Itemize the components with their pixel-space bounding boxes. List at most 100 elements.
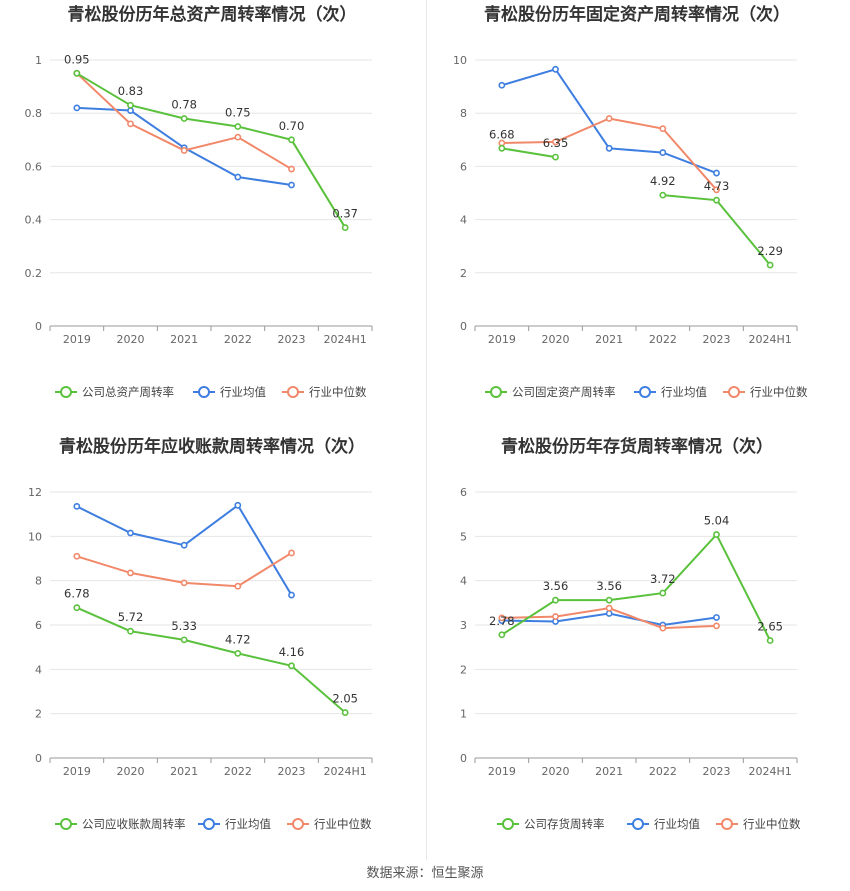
receivables-turnover-chart: 青松股份历年应收账款周转率情况（次） 0 2 4 6 8 10 12 2019 2020 2021 2…: [0, 432, 425, 862]
industry-average-point: [127, 529, 134, 537]
y-tick-label: 0.6: [25, 160, 43, 173]
legend-swatch-marker: [728, 386, 740, 398]
chart-svg: 青松股份历年总资产周转率情况（次） 0 0.2 0.4 0.6 0.8 1 2019 2020 2…: [25, 4, 373, 399]
y-tick-label: 4: [460, 575, 467, 588]
data-label: 2.78: [489, 614, 515, 628]
company-series-line: [662, 194, 771, 266]
legend-item-industry-median[interactable]: 行业中位数: [723, 385, 808, 399]
data-label: 4.72: [225, 632, 251, 646]
x-tick-label: 2019: [63, 333, 91, 346]
company-point: [341, 709, 349, 716]
x-tick-label: 2021: [595, 333, 623, 346]
y-tick-label: 0.2: [25, 267, 43, 280]
x-tick-label: 2023: [703, 765, 731, 778]
y-tick-label: 12: [28, 486, 42, 499]
y-tick-label: 4: [35, 663, 42, 676]
legend-item-company[interactable]: 公司存货周转率: [497, 817, 605, 831]
company-point: [552, 153, 559, 161]
data-label: 0.78: [171, 98, 197, 112]
industry-average-point: [713, 614, 720, 621]
legend-label: 公司总资产周转率: [82, 385, 174, 399]
data-label: 0.95: [64, 52, 90, 66]
legend-label: 行业均值: [654, 817, 700, 831]
industry-average-point: [73, 104, 81, 112]
x-tick-label: 2023: [278, 333, 306, 346]
data-label: 2.05: [332, 692, 358, 706]
company-point: [127, 627, 134, 635]
data-label: 6.78: [64, 587, 90, 601]
y-tick-label: 0: [460, 752, 467, 765]
y-tick-label: 5: [460, 530, 467, 543]
chart-title: 青松股份历年存货周转率情况（次）: [501, 436, 773, 457]
industry-average-point: [288, 591, 295, 599]
x-tick-label: 2024H1: [324, 333, 367, 346]
industry-median-point: [552, 613, 559, 620]
company-point: [766, 261, 774, 269]
legend-item-industry-median[interactable]: 行业中位数: [282, 385, 367, 399]
legend-swatch-marker: [292, 818, 304, 830]
industry-median-point: [73, 552, 81, 560]
legend-item-industry-average[interactable]: 行业均值: [634, 385, 707, 399]
legend-swatch-marker: [60, 818, 72, 830]
legend-item-industry-average[interactable]: 行业均值: [193, 385, 266, 399]
legend-label: 行业中位数: [309, 385, 367, 399]
legend-item-company[interactable]: 公司总资产周转率: [55, 385, 174, 399]
company-point: [552, 596, 559, 604]
y-tick-label: 10: [28, 530, 42, 543]
legend-label: 行业均值: [225, 817, 271, 831]
x-tick-label: 2022: [649, 765, 677, 778]
x-tick-label: 2022: [649, 333, 677, 346]
legend-item-industry-median[interactable]: 行业中位数: [287, 817, 372, 831]
legend-swatch-marker: [287, 386, 299, 398]
legend-item-company[interactable]: 公司应收账款周转率: [55, 817, 186, 831]
industry-median-point: [288, 549, 295, 557]
y-tick-label: 0: [35, 320, 42, 333]
legend-swatch-marker: [490, 386, 502, 398]
y-tick-label: 2: [35, 708, 42, 721]
company-point: [713, 531, 720, 538]
x-tick-label: 2022: [224, 333, 252, 346]
company-point: [341, 224, 349, 231]
company-point: [234, 123, 242, 130]
industry-median-point: [605, 604, 613, 612]
legend-item-industry-average[interactable]: 行业均值: [198, 817, 271, 831]
industry-median-point: [180, 579, 188, 587]
legend-item-company[interactable]: 公司固定资产周转率: [485, 385, 616, 399]
data-source-note: 数据来源：恒生聚源: [366, 866, 484, 881]
company-point: [73, 69, 81, 77]
industry-median-point: [552, 138, 559, 146]
industry-average-point: [180, 541, 188, 549]
data-label: 6.68: [489, 127, 515, 141]
company-series-line: [501, 147, 556, 159]
company-point: [127, 101, 134, 109]
company-series-line: [76, 606, 346, 714]
y-tick-label: 3: [460, 619, 467, 632]
industry-median-point: [180, 147, 188, 154]
company-point: [288, 136, 295, 144]
industry-average-point: [498, 81, 506, 89]
legend-label: 公司应收账款周转率: [82, 817, 186, 831]
chart-svg: 青松股份历年存货周转率情况（次） 0 1 2 3 4 5 6 2019 2020 2021 2022 2…: [460, 436, 801, 831]
legend-swatch-marker: [721, 818, 733, 830]
industry-median-point: [659, 125, 667, 133]
data-label: 3.72: [650, 572, 676, 586]
x-tick-label: 2020: [542, 333, 570, 346]
legend-label: 行业中位数: [743, 817, 801, 831]
x-tick-label: 2019: [488, 333, 516, 346]
industry-median-point: [659, 624, 667, 632]
legend-item-industry-average[interactable]: 行业均值: [627, 817, 700, 831]
x-tick-label: 2021: [170, 333, 198, 346]
legend-label: 行业中位数: [750, 385, 808, 399]
x-tick-label: 2023: [703, 333, 731, 346]
company-point: [234, 649, 242, 657]
company-series-line: [501, 532, 772, 641]
x-tick-label: 2019: [488, 765, 516, 778]
company-point: [605, 596, 613, 604]
legend-item-industry-median[interactable]: 行业中位数: [716, 817, 801, 831]
industry-median-point: [234, 582, 242, 590]
y-tick-label: 0.8: [25, 107, 43, 120]
legend-swatch-marker: [203, 818, 215, 830]
x-tick-label: 2022: [224, 765, 252, 778]
x-tick-label: 2020: [117, 765, 145, 778]
company-point: [659, 589, 667, 597]
